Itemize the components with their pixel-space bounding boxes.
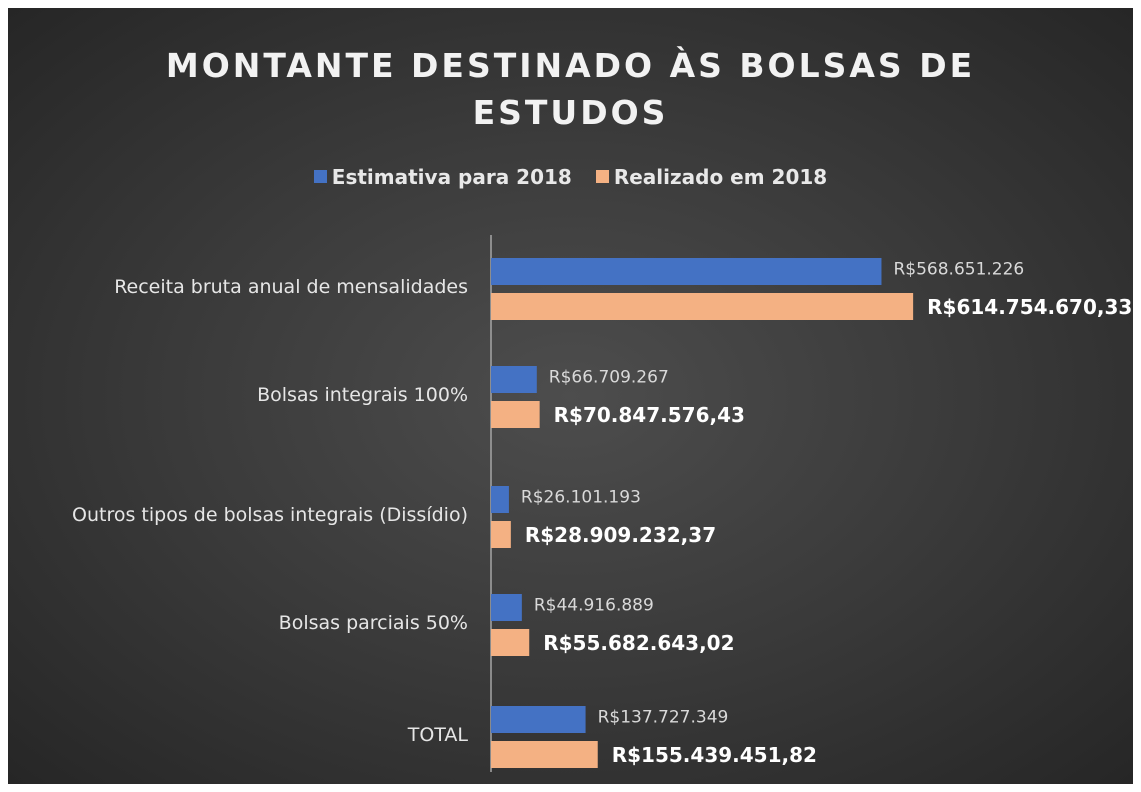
legend-swatch [313, 170, 327, 183]
chart: R$568.651.226 R$614.754.670,33 R$66.709.26… [490, 235, 1132, 772]
bar [491, 594, 522, 621]
bar [491, 521, 511, 548]
bar [491, 366, 537, 393]
y-tick-label: Receita bruta anual de mensalidades [114, 275, 468, 298]
data-label: R$155.439.451,82 [612, 743, 817, 767]
data-label: R$26.101.193 [521, 488, 641, 508]
data-label: R$55.682.643,02 [543, 631, 734, 655]
y-tick-label: Bolsas integrais 100% [257, 383, 468, 406]
y-tick-label: TOTAL [407, 723, 468, 746]
y-tick-label: Outros tipos de bolsas integrais (Dissíd… [72, 503, 468, 526]
legend-item: Estimativa para 2018 [313, 165, 572, 189]
data-label: R$568.651.226 [893, 260, 1024, 280]
data-label: R$66.709.267 [549, 368, 669, 388]
bar [491, 486, 509, 513]
bar [491, 293, 914, 320]
legend-label: Realizado em 2018 [613, 165, 828, 189]
data-label: R$44.916.889 [534, 596, 654, 616]
legend-item: Realizado em 2018 [595, 165, 828, 189]
bar [491, 706, 586, 733]
legend-label: Estimativa para 2018 [331, 165, 572, 189]
bar [491, 629, 530, 656]
bar [491, 258, 882, 285]
chart-title: MONTANTE DESTINADO ÀS BOLSAS DE ESTUDOS [165, 46, 976, 132]
data-label: R$137.727.349 [598, 708, 729, 728]
y-tick-label: Bolsas parciais 50% [278, 611, 468, 634]
bar [491, 741, 598, 768]
legend: Estimativa para 2018 Realizado em 2018 [8, 165, 1133, 189]
data-label: R$70.847.576,43 [554, 403, 745, 427]
legend-swatch [595, 170, 609, 183]
bar [491, 401, 540, 428]
chart-panel: MONTANTE DESTINADO ÀS BOLSAS DE ESTUDOS … [8, 8, 1133, 784]
data-label: R$28.909.232,37 [525, 523, 716, 547]
data-label: R$614.754.670,33 [927, 295, 1132, 319]
